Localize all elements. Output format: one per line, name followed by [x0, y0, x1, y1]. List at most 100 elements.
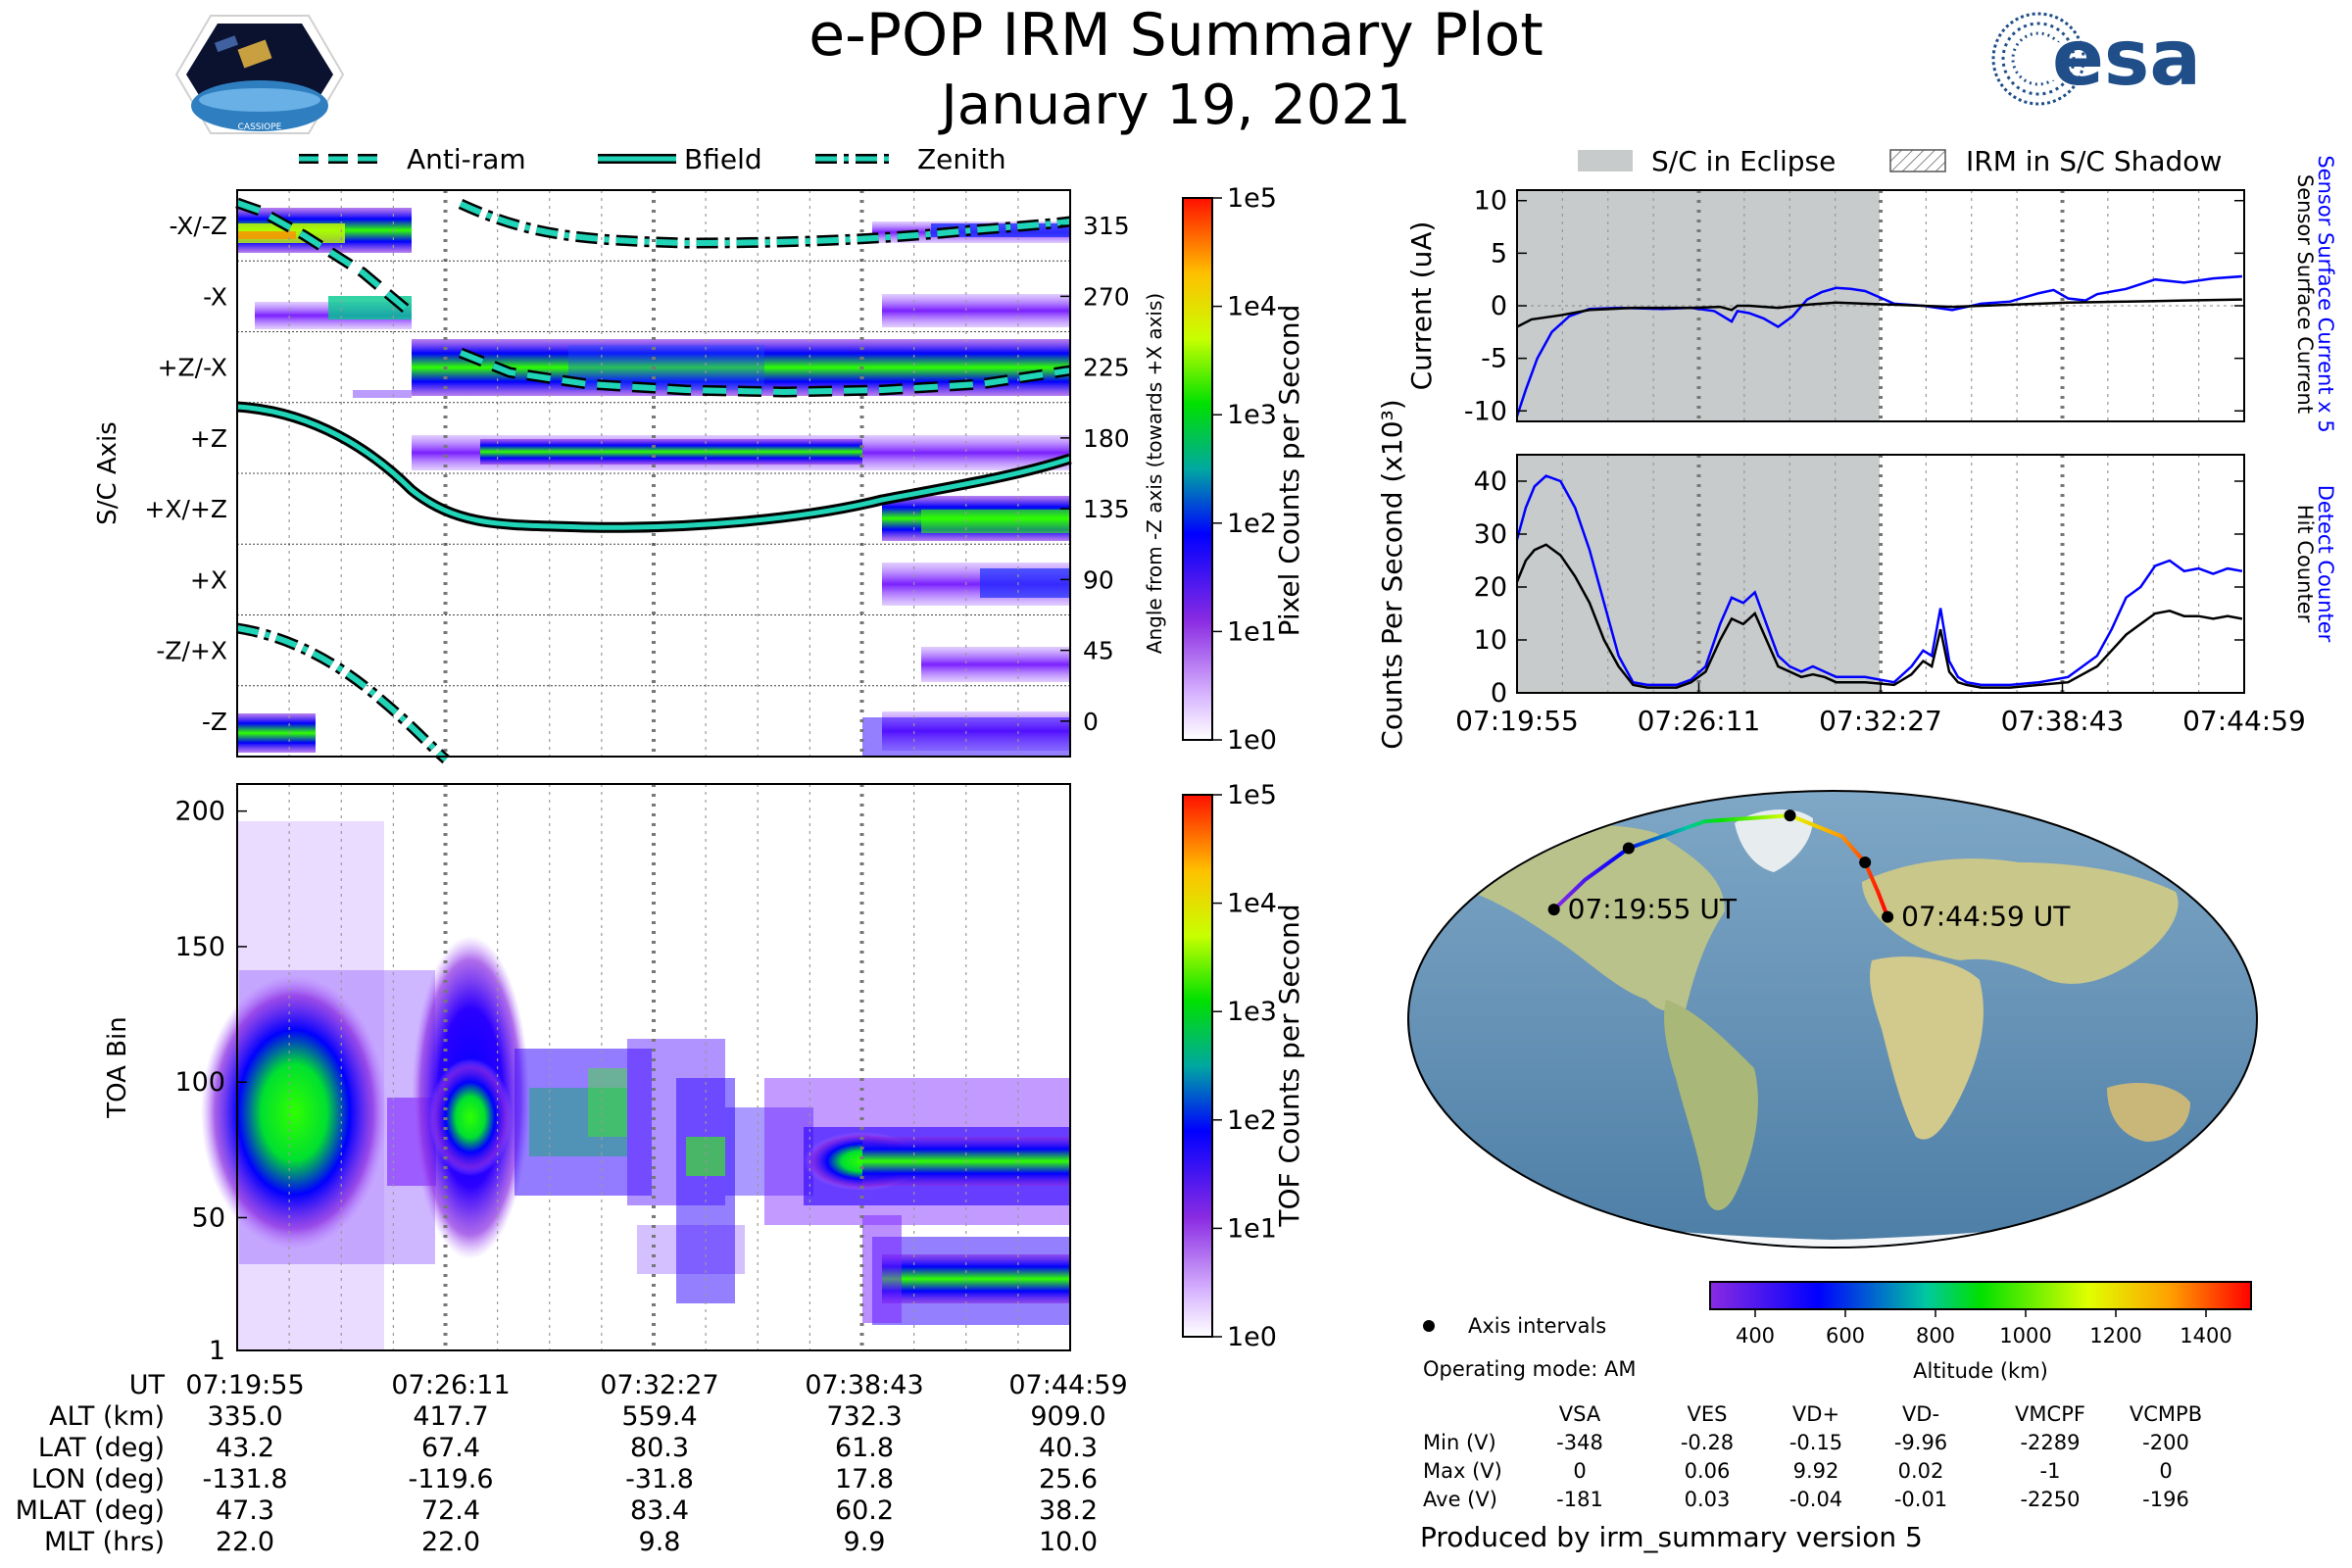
counts-xtick-label: 07:32:27 [1819, 705, 1942, 737]
ephemeris-cell: 07:26:11 [391, 1370, 510, 1400]
voltage-column-header: VD- [1902, 1402, 1939, 1426]
voltage-cell: -2250 [2020, 1488, 2080, 1511]
counts-xtick-label: 07:44:59 [2182, 705, 2306, 737]
ephemeris-row-label: LAT (deg) [38, 1433, 165, 1463]
counts-xtick-labels: 07:19:55 07:26:11 07:32:27 07:38:43 07:44:59 [1455, 683, 2306, 737]
ephemeris-cell: 07:19:55 [185, 1370, 304, 1400]
toa-ytick-label: 200 [174, 797, 225, 827]
altitude-tick-label: 400 [1736, 1324, 1775, 1348]
footer-version: Produced by irm_summary version 5 [1420, 1521, 1923, 1553]
cassiope-logo: CASSIOPE [174, 15, 345, 134]
ephemeris-row-label: UT [129, 1370, 166, 1400]
ephemeris-cell: 07:38:43 [805, 1370, 923, 1400]
toa-panel: 200 150 100 50 1 TOA Bin [103, 783, 1071, 1366]
voltage-column-header: VD+ [1792, 1402, 1839, 1426]
ephemeris-row-label: ALT (km) [49, 1401, 165, 1432]
tof-colorbar: 1e5 1e4 1e3 1e2 1e1 1e0 TOF Counts per Second [1182, 780, 1305, 1352]
toa-grid [288, 784, 1019, 1350]
ephemeris-cell: 909.0 [1030, 1401, 1105, 1432]
anti-ram-curve-1 [236, 200, 414, 317]
ephemeris-cell: 22.0 [421, 1527, 480, 1557]
voltage-cell: -1 [2040, 1459, 2061, 1483]
ephemeris-cell: 25.6 [1039, 1464, 1098, 1494]
current-ytick-label: 10 [1474, 186, 1507, 217]
voltage-column-header: VSA [1559, 1402, 1601, 1426]
tof-colorbar-label: TOF Counts per Second [1273, 904, 1305, 1227]
axis-interval-marker-icon [1423, 1320, 1435, 1332]
voltage-cell: 9.92 [1793, 1459, 1839, 1483]
altitude-tick-label: 1200 [2089, 1324, 2141, 1348]
ephemeris-table: UT 07:19:55 07:26:11 07:32:27 07:38:43 07:44:… [16, 1370, 1128, 1557]
voltage-cell: 0.03 [1685, 1488, 1731, 1511]
altitude-colorbar: 400 600 800 1000 1200 1400 Altitude (km) [1709, 1281, 2252, 1383]
operating-mode: Operating mode: AM [1423, 1357, 1636, 1381]
pixel-colorbar: 1e5 1e4 1e3 1e2 1e1 1e0 Pixel Counts per Seco… [1182, 183, 1305, 756]
ephemeris-cell: 10.0 [1039, 1527, 1098, 1557]
voltage-row-label: Min (V) [1423, 1431, 1496, 1454]
current-ylabel: Current (uA) [1405, 221, 1438, 391]
current-series-black [1516, 298, 2242, 328]
current-ytick-label: -10 [1464, 396, 1507, 426]
counts-xtick-label: 07:38:43 [2001, 705, 2125, 737]
map-axis-point [1784, 809, 1796, 822]
tof-colorbar-tick-label: 1e0 [1227, 1322, 1277, 1352]
pixel-colorbar-tick-label: 1e3 [1227, 400, 1277, 430]
zenith-curve-2 [236, 625, 448, 762]
altitude-tick-label: 1000 [1999, 1324, 2051, 1348]
map-axis-point [1622, 842, 1635, 855]
axis-interval-legend: Axis intervals [1468, 1314, 1606, 1338]
voltage-cell: -0.01 [1894, 1488, 1947, 1511]
map-end-label: 07:44:59 UT [1901, 901, 2071, 933]
sc-axis-label: -Z [202, 708, 227, 736]
ephemeris-cell: 61.8 [835, 1433, 894, 1463]
ephemeris-cell: 38.2 [1039, 1495, 1098, 1526]
voltage-cell: -181 [1556, 1488, 1603, 1511]
bfield-curve [236, 404, 1071, 530]
ephemeris-cell: 60.2 [835, 1495, 894, 1526]
eclipse-legend: S/C in Eclipse IRM in S/C Shadow [1578, 145, 2222, 177]
sc-axis-label: -X [203, 282, 227, 311]
sc-angle-label: 0 [1083, 708, 1099, 736]
current-ytick-label: 0 [1491, 291, 1507, 321]
toa-ytick-label: 100 [174, 1067, 225, 1098]
toa-frame [236, 783, 1071, 1351]
ephemeris-cell: 732.3 [826, 1401, 902, 1432]
voltage-cell: 0 [1573, 1459, 1586, 1483]
sc-axis-label: +Z [190, 424, 227, 453]
svg-text:CASSIOPE: CASSIOPE [238, 122, 282, 132]
voltage-cell: -200 [2142, 1431, 2189, 1454]
sc-angle-label: 45 [1083, 637, 1114, 665]
page-date: January 19, 2021 [938, 74, 1410, 137]
voltage-cell: -348 [1556, 1431, 1603, 1454]
counts-ytick-labels: 40 30 20 10 0 [1474, 466, 2244, 709]
ephemeris-cell: 47.3 [216, 1495, 274, 1526]
esa-logo: esa [1991, 12, 2201, 106]
toa-ytick-labels: 200 150 100 50 1 [174, 797, 247, 1366]
sc-axis-label: +Z/-X [158, 354, 227, 382]
voltage-table: VSA VES VD+ VD- VMCPF VCMPB Min (V) -348 -0.28 -0… [1423, 1402, 2202, 1511]
ephemeris-row-label: MLAT (deg) [16, 1495, 165, 1526]
ephemeris-cell: 43.2 [216, 1433, 274, 1463]
toa-ytick-label: 50 [192, 1202, 225, 1233]
world-map: 07:19:55 UT 07:44:59 UT [1407, 790, 2258, 1249]
pixel-colorbar-tick-label: 1e1 [1227, 616, 1277, 647]
counts-ytick-label: 20 [1474, 572, 1507, 603]
sc-axis-label: -X/-Z [170, 212, 227, 240]
ephemeris-row-label: MLT (hrs) [44, 1527, 165, 1557]
sc-axis-angle-label: Angle from -Z axis (towards +X axis) [1143, 293, 1166, 654]
toa-spectrogram [201, 821, 1070, 1350]
toa-ylabel: TOA Bin [103, 1016, 132, 1118]
page-title: e-POP IRM Summary Plot [808, 1, 1544, 70]
voltage-row-label: Ave (V) [1423, 1488, 1497, 1511]
sc-axis-label: +X [190, 565, 227, 594]
australia [2107, 1083, 2190, 1142]
counts-ytick-label: 40 [1474, 466, 1507, 497]
voltage-column-header: VMCPF [2015, 1402, 2085, 1426]
counts-ytick-label: 30 [1474, 519, 1507, 550]
map-start-label: 07:19:55 UT [1568, 893, 1738, 925]
ephemeris-cell: 67.4 [421, 1433, 480, 1463]
sc-angle-label: 225 [1083, 354, 1130, 382]
map-axis-point [1547, 904, 1560, 916]
legend-anti-ram: Anti-ram [407, 143, 526, 175]
voltage-cell: 0.06 [1685, 1459, 1731, 1483]
